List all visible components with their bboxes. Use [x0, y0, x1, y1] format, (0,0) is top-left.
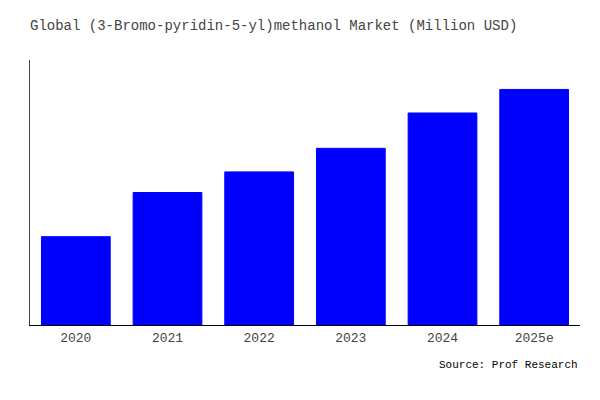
- svg-text:2020: 2020: [60, 331, 91, 346]
- svg-text:2024: 2024: [427, 331, 458, 346]
- svg-text:2021: 2021: [152, 331, 183, 346]
- svg-text:Global (3-Bromo-pyridin-5-yl)m: Global (3-Bromo-pyridin-5-yl)methanol Ma…: [30, 18, 517, 34]
- svg-text:2022: 2022: [244, 331, 275, 346]
- svg-text:2025e: 2025e: [515, 331, 554, 346]
- svg-text:Source: Prof Research: Source: Prof Research: [439, 359, 578, 371]
- svg-text:2023: 2023: [335, 331, 366, 346]
